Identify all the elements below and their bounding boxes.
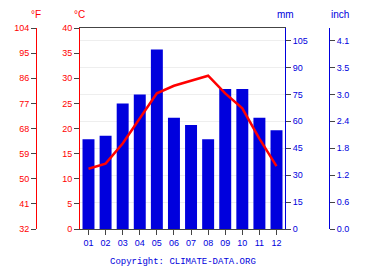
svg-text:32: 32 <box>19 224 29 234</box>
svg-text:°F: °F <box>31 9 41 20</box>
svg-text:mm: mm <box>277 9 294 20</box>
svg-text:95: 95 <box>19 48 29 58</box>
svg-text:01: 01 <box>83 238 93 248</box>
svg-text:60: 60 <box>293 116 303 126</box>
svg-text:59: 59 <box>19 149 29 159</box>
svg-text:05: 05 <box>152 238 162 248</box>
svg-text:inch: inch <box>331 9 349 20</box>
svg-text:3.0: 3.0 <box>337 90 350 100</box>
svg-text:15: 15 <box>62 149 72 159</box>
svg-text:35: 35 <box>62 48 72 58</box>
svg-text:41: 41 <box>19 199 29 209</box>
svg-text:77: 77 <box>19 99 29 109</box>
svg-text:11: 11 <box>255 238 264 248</box>
svg-text:0.0: 0.0 <box>337 224 350 234</box>
svg-text:104: 104 <box>14 23 29 33</box>
svg-text:25: 25 <box>62 99 72 109</box>
svg-text:68: 68 <box>19 124 29 134</box>
svg-text:4.1: 4.1 <box>337 36 350 46</box>
svg-text:0: 0 <box>293 224 298 234</box>
svg-text:10: 10 <box>62 174 72 184</box>
svg-text:06: 06 <box>169 238 179 248</box>
svg-text:3.5: 3.5 <box>337 63 350 73</box>
svg-text:02: 02 <box>101 238 111 248</box>
svg-text:75: 75 <box>293 90 303 100</box>
svg-text:90: 90 <box>293 63 303 73</box>
svg-text:0: 0 <box>67 224 72 234</box>
svg-text:09: 09 <box>220 238 230 248</box>
svg-text:15: 15 <box>293 197 303 207</box>
svg-text:30: 30 <box>293 170 303 180</box>
svg-text:07: 07 <box>186 238 196 248</box>
svg-text:Copyright: CLIMATE-DATA.ORG: Copyright: CLIMATE-DATA.ORG <box>110 257 256 267</box>
svg-text:1.2: 1.2 <box>337 170 350 180</box>
svg-text:°C: °C <box>74 9 85 20</box>
svg-text:50: 50 <box>19 174 29 184</box>
svg-text:0.6: 0.6 <box>337 197 350 207</box>
svg-text:1.8: 1.8 <box>337 143 350 153</box>
svg-text:86: 86 <box>19 73 29 83</box>
svg-text:45: 45 <box>293 143 303 153</box>
svg-text:105: 105 <box>293 36 308 46</box>
svg-text:30: 30 <box>62 73 72 83</box>
svg-text:5: 5 <box>67 199 72 209</box>
svg-text:20: 20 <box>62 124 72 134</box>
svg-text:2.4: 2.4 <box>337 116 350 126</box>
svg-text:04: 04 <box>135 238 145 248</box>
svg-text:12: 12 <box>271 238 281 248</box>
svg-text:08: 08 <box>203 238 213 248</box>
svg-text:03: 03 <box>118 238 128 248</box>
svg-text:10: 10 <box>237 238 247 248</box>
svg-text:40: 40 <box>62 23 72 33</box>
